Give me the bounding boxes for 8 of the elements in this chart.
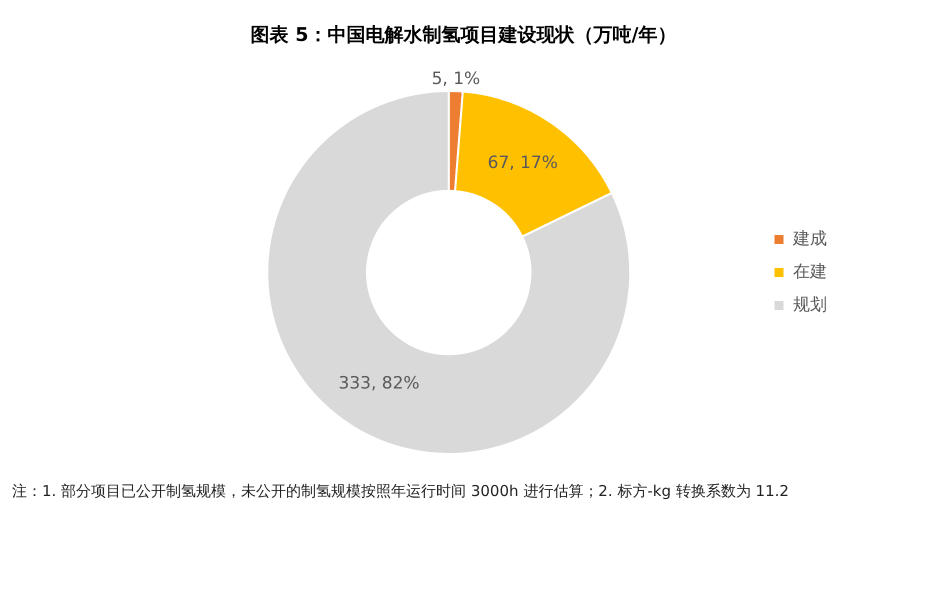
data-label: 333, 82% [338, 374, 420, 394]
legend-label: 规划 [793, 294, 827, 315]
text: 注：1. 部分项目已公开制氢规模，未公开的制氢规模按照年运行时间 3000h 进行估算；2. 标方-kg 转换系数为 11.2 [12, 481, 790, 502]
data-label: 5, 1% [432, 69, 480, 90]
legend-label: 在建 [793, 262, 827, 282]
legend-label: 建成 [792, 228, 827, 249]
data-label: 67, 17% [488, 153, 558, 174]
chart-title: 图表 5：中国电解水制氢项目建设现状（万吨/年） [250, 23, 678, 48]
